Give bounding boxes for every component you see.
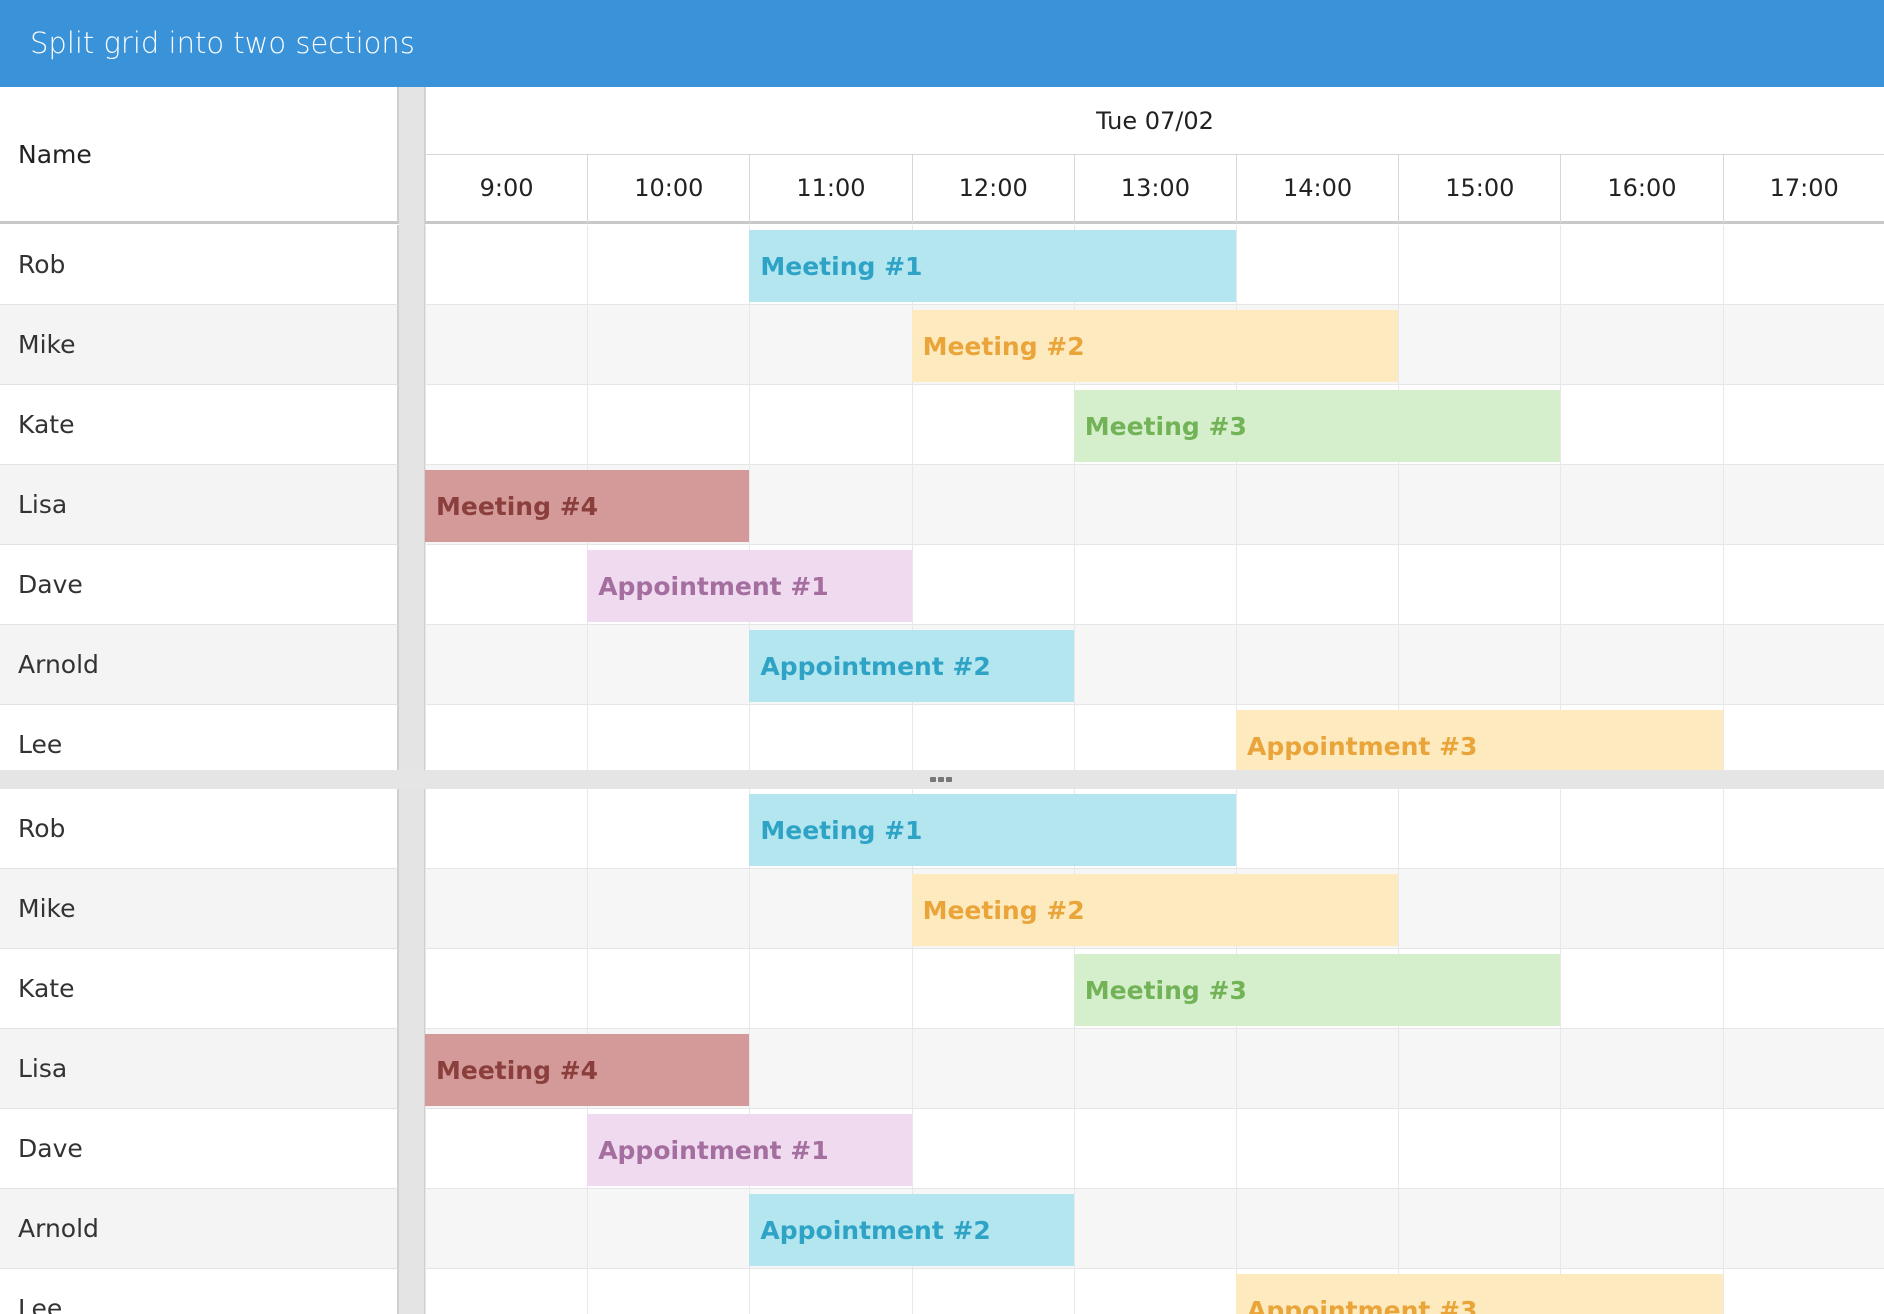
grid-line [911,789,913,1314]
hour-header: 15:00 [1398,155,1561,224]
timeline-row [425,1189,1884,1269]
grid-section: Rob Mike Kate Lisa Dave Arnold Lee Meeting #1 Me… [0,789,1884,1314]
event[interactable]: Appointment #2 [749,630,1074,702]
event[interactable]: Appointment #3 [1236,710,1723,770]
handle-dot [930,777,936,782]
event[interactable]: Meeting #4 [425,470,750,542]
hour-header: 11:00 [749,155,912,224]
date-header: Tue 07/02 [425,87,1884,155]
grid-line [1073,789,1075,1314]
grid-line [749,789,751,1314]
grid-line [1398,225,1400,770]
event[interactable]: Meeting #2 [911,874,1399,946]
row-name: Dave [0,545,399,625]
section-divider[interactable] [0,770,1884,789]
event[interactable]: Appointment #3 [1236,1274,1723,1314]
grid-line [1560,225,1562,770]
row-name: Kate [0,385,399,465]
hour-header: 9:00 [425,155,588,224]
event[interactable]: Appointment #1 [587,550,912,622]
grid-line [1236,225,1237,770]
hour-header: 14:00 [1236,155,1399,224]
grid-line [1722,225,1724,770]
splitter [399,87,425,1314]
event[interactable]: Meeting #2 [911,310,1399,382]
grid-section: Rob Mike Kate Lisa Dave Arnold Lee Meeting #1 Me… [0,225,1884,770]
grid-line [1236,789,1237,1314]
event[interactable]: Meeting #1 [749,794,1236,866]
row-name: Rob [0,225,399,305]
grid-line [911,225,913,770]
hour-header: 10:00 [587,155,750,224]
hour-header: 17:00 [1722,155,1884,224]
row-name: Lisa [0,465,399,545]
hour-header: 12:00 [911,155,1074,224]
event[interactable]: Meeting #1 [749,230,1236,302]
row-name: Arnold [0,625,399,705]
row-name: Mike [0,305,399,385]
grid-line [749,225,751,770]
grid-line [1398,789,1400,1314]
row-name: Lee [0,705,399,770]
grid-line [1560,789,1562,1314]
handle-dot [938,777,944,782]
grid-line [1073,225,1075,770]
timeline-row [425,625,1884,705]
row-name: Mike [0,869,399,949]
title-bar: Split grid into two sections [0,0,1884,87]
handle-dot [946,777,952,782]
row-name: Lee [0,1269,399,1314]
event[interactable]: Meeting #3 [1073,954,1561,1026]
hour-header: 16:00 [1560,155,1723,224]
grid-line [1722,789,1724,1314]
row-name: Lisa [0,1029,399,1109]
event[interactable]: Meeting #4 [425,1034,750,1106]
row-name: Dave [0,1109,399,1189]
row-name: Kate [0,949,399,1029]
event[interactable]: Meeting #3 [1073,390,1561,462]
row-name: Arnold [0,1189,399,1269]
event[interactable]: Appointment #2 [749,1194,1074,1266]
name-header: Name [0,87,399,224]
event[interactable]: Appointment #1 [587,1114,912,1186]
row-name: Rob [0,789,399,869]
title: Split grid into two sections [30,26,415,60]
hour-header: 13:00 [1073,155,1236,224]
